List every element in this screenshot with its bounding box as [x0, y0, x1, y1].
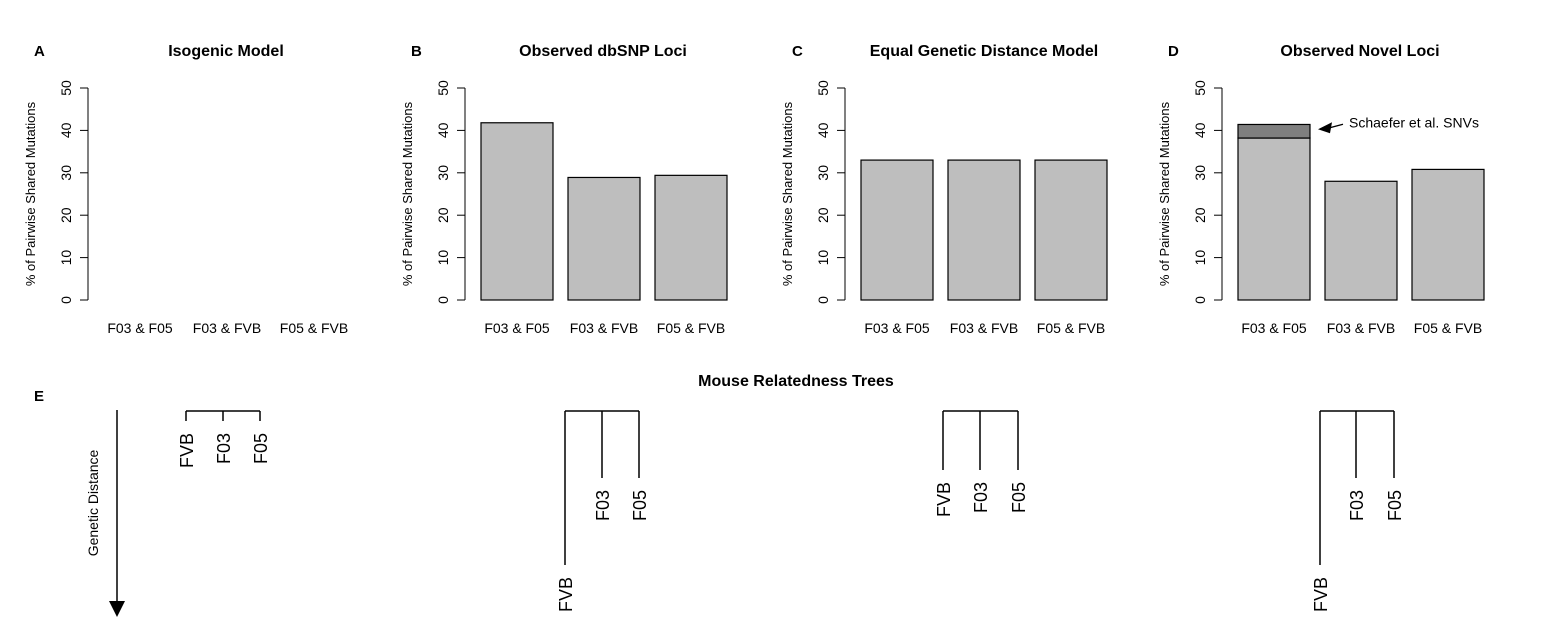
category-label: F03 & FVB — [570, 320, 638, 336]
relatedness-trees: E Mouse Relatedness Trees Genetic Distan… — [34, 373, 1405, 617]
y-tick-label: 40 — [815, 122, 831, 138]
y-tick-label: 40 — [1192, 122, 1208, 138]
category-label: F03 & F05 — [107, 320, 173, 336]
y-axis-label: % of Pairwise Shared Mutations — [780, 101, 795, 286]
y-tick-label: 40 — [435, 122, 451, 138]
y-tick-label: 20 — [58, 207, 74, 223]
category-label: F05 & FVB — [1037, 320, 1105, 336]
annotation-label: Schaefer et al. SNVs — [1349, 114, 1479, 130]
y-tick-label: 50 — [435, 80, 451, 96]
category-label: F03 & FVB — [193, 320, 261, 336]
y-tick-label: 20 — [1192, 207, 1208, 223]
arrow-left-icon — [1318, 122, 1332, 134]
bar — [480, 122, 554, 301]
y-tick-label: 50 — [815, 80, 831, 96]
tree-leaf-label: FVB — [177, 433, 197, 468]
y-tick-label: 30 — [1192, 165, 1208, 181]
tree-leaf-label: F05 — [630, 490, 650, 521]
y-tick-label: 10 — [1192, 250, 1208, 266]
category-label: F05 & FVB — [657, 320, 725, 336]
category-label: F05 & FVB — [280, 320, 348, 336]
y-tick-label: 30 — [58, 165, 74, 181]
bar — [1237, 137, 1311, 301]
tree-leaf-label: F05 — [1385, 490, 1405, 521]
bar-panel-c: C Equal Genetic Distance Model 0 10 20 30 40 50… — [780, 43, 1108, 336]
bar-panel-d: D Observed Novel Loci 0 10 20 30 40 50 % of Pair… — [1157, 43, 1485, 336]
category-label: F03 & FVB — [1327, 320, 1395, 336]
tree-leaf-label: F03 — [593, 490, 613, 521]
bar — [947, 159, 1021, 301]
bar — [860, 159, 934, 301]
panel-letter-e: E — [34, 388, 44, 405]
tree-3: FVB F03 F05 — [934, 410, 1029, 517]
tree-1: FVB F03 F05 — [177, 410, 271, 468]
genetic-distance-label: Genetic Distance — [85, 449, 101, 556]
panel-title: Observed Novel Loci — [1280, 43, 1439, 60]
bar — [1324, 180, 1398, 301]
bar — [654, 174, 728, 301]
category-label: F03 & F05 — [864, 320, 930, 336]
y-axis-label: % of Pairwise Shared Mutations — [400, 101, 415, 286]
tree-leaf-label: F05 — [1009, 482, 1029, 513]
tree-leaf-label: F05 — [251, 433, 271, 464]
tree-leaf-label: FVB — [556, 577, 576, 612]
bar-extra-segment — [1237, 123, 1311, 139]
bar-panel-b: B Observed dbSNP Loci 0 10 20 30 40 50 % of Pair… — [400, 43, 728, 336]
bar-panel-a: A Isogenic Model 0 10 20 30 40 50 % of Pairwise … — [23, 43, 348, 336]
y-tick-label: 0 — [435, 296, 451, 304]
category-label: F03 & FVB — [950, 320, 1018, 336]
panel-title: Isogenic Model — [168, 43, 284, 60]
category-label: F05 & FVB — [1414, 320, 1482, 336]
y-tick-label: 40 — [58, 122, 74, 138]
tree-leaf-label: F03 — [214, 433, 234, 464]
genetic-distance-axis: Genetic Distance — [85, 410, 125, 617]
y-tick-label: 50 — [58, 80, 74, 96]
y-tick-label: 30 — [435, 165, 451, 181]
bar-panels: A Isogenic Model 0 10 20 30 40 50 % of Pairwise … — [23, 43, 1485, 336]
panel-title: Observed dbSNP Loci — [519, 43, 687, 60]
y-tick-label: 10 — [435, 250, 451, 266]
tree-leaf-label: F03 — [971, 482, 991, 513]
panel-letter: A — [34, 43, 45, 60]
y-tick-label: 0 — [815, 296, 831, 304]
y-tick-label: 20 — [435, 207, 451, 223]
tree-2: FVB F03 F05 — [556, 410, 650, 612]
tree-leaf-label: FVB — [1311, 577, 1331, 612]
panel-title: Equal Genetic Distance Model — [870, 43, 1099, 60]
bar — [567, 176, 641, 301]
y-tick-label: 0 — [58, 296, 74, 304]
panel-letter: B — [411, 43, 422, 60]
category-label: F03 & F05 — [484, 320, 550, 336]
y-tick-label: 30 — [815, 165, 831, 181]
trees-title: Mouse Relatedness Trees — [698, 373, 894, 390]
y-axis-label: % of Pairwise Shared Mutations — [23, 101, 38, 286]
y-axis-label: % of Pairwise Shared Mutations — [1157, 101, 1172, 286]
arrow-down-icon — [109, 601, 125, 617]
panel-letter: D — [1168, 43, 1179, 60]
y-tick-label: 10 — [815, 250, 831, 266]
category-label: F03 & F05 — [1241, 320, 1307, 336]
y-tick-label: 0 — [1192, 296, 1208, 304]
y-tick-label: 20 — [815, 207, 831, 223]
bar — [1034, 159, 1108, 301]
tree-leaf-label: F03 — [1347, 490, 1367, 521]
y-tick-label: 10 — [58, 250, 74, 266]
y-tick-label: 50 — [1192, 80, 1208, 96]
bar — [1411, 168, 1485, 301]
tree-4: FVB F03 F05 — [1311, 410, 1405, 612]
tree-leaf-label: FVB — [934, 482, 954, 517]
panel-letter: C — [792, 43, 803, 60]
